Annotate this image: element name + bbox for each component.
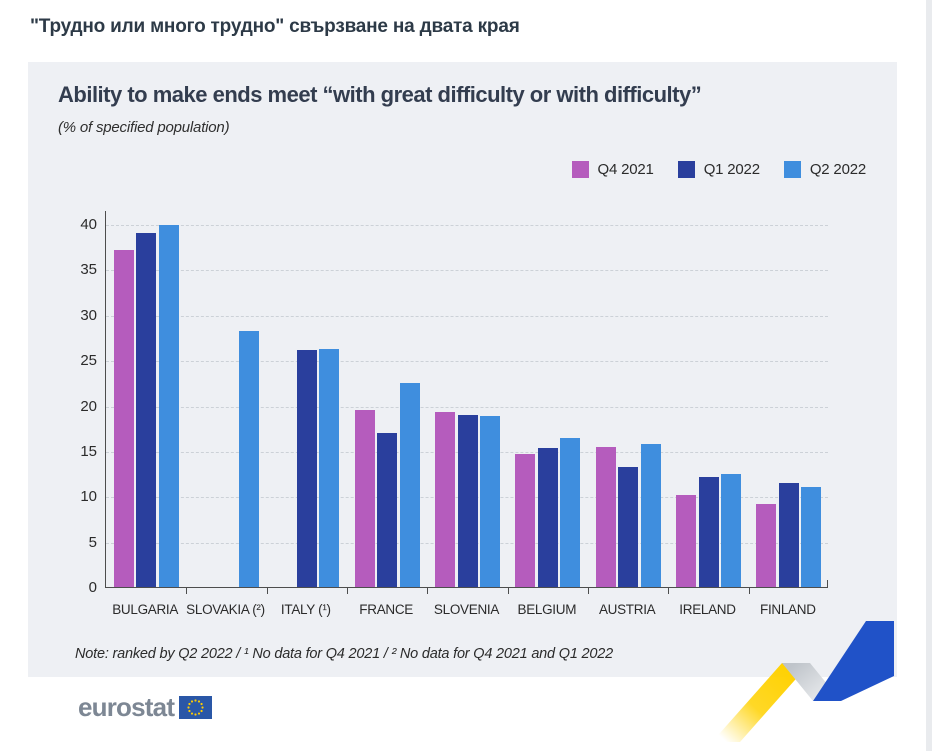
gridline-25 bbox=[106, 361, 828, 363]
bar-belgium-q1-2022 bbox=[537, 448, 558, 587]
plot-area bbox=[105, 211, 828, 594]
x-axis-tick bbox=[507, 587, 509, 594]
x-axis-tick bbox=[748, 587, 750, 594]
x-axis-tick bbox=[266, 587, 268, 594]
chart-note: Note: ranked by Q2 2022 / ¹ No data for … bbox=[75, 646, 613, 662]
bar-finland-q1-2022 bbox=[778, 482, 799, 587]
y-tick-label-20: 20 bbox=[80, 397, 97, 415]
chart-legend: Q4 2021 Q1 2022 Q2 2022 bbox=[548, 161, 866, 178]
legend-label: Q4 2021 bbox=[597, 161, 654, 178]
x-axis-labels: BULGARIA SLOVAKIA (²) ITALY (¹) FRANCE SLOVE… bbox=[105, 602, 828, 624]
bar-austria-q1-2022 bbox=[618, 467, 639, 587]
category-label-italy: ITALY (¹) bbox=[280, 602, 331, 617]
bar-slovenia-q1-2022 bbox=[457, 415, 478, 587]
bar-austria-q2-2022 bbox=[640, 443, 661, 587]
category-label-austria: AUSTRIA bbox=[598, 602, 656, 617]
page-heading: "Трудно или много трудно" свързване на д… bbox=[30, 16, 520, 37]
x-axis-tick bbox=[186, 587, 188, 594]
legend-item-q2-2022: Q2 2022 bbox=[783, 161, 866, 178]
category-label-finland: FINLAND bbox=[759, 602, 816, 617]
legend-swatch-icon bbox=[571, 161, 589, 178]
category-label-france: FRANCE bbox=[359, 602, 414, 617]
chart-title: Ability to make ends meet “with great di… bbox=[58, 82, 702, 107]
bar-austria-q4-2021 bbox=[595, 447, 616, 587]
bar-italy-q1-2022 bbox=[296, 350, 317, 587]
scrollbar-track[interactable] bbox=[926, 0, 932, 751]
legend-item-q4-2021: Q4 2021 bbox=[571, 161, 654, 178]
gridline-35 bbox=[106, 270, 828, 272]
legend-label: Q2 2022 bbox=[809, 161, 866, 178]
bar-france-q4-2021 bbox=[354, 410, 375, 587]
legend-item-q1-2022: Q1 2022 bbox=[677, 161, 760, 178]
y-tick-label-5: 5 bbox=[88, 533, 97, 551]
bar-slovakia-q2-2022 bbox=[238, 331, 259, 587]
bar-belgium-q4-2021 bbox=[515, 453, 536, 587]
x-axis-tick bbox=[588, 587, 589, 594]
bar-slovenia-q4-2021 bbox=[435, 411, 456, 587]
legend-label: Q1 2022 bbox=[703, 161, 760, 178]
y-tick-label-35: 35 bbox=[80, 261, 97, 279]
bar-italy-q2-2022 bbox=[319, 349, 340, 587]
gridline-30 bbox=[106, 315, 828, 317]
y-tick-label-0: 0 bbox=[88, 579, 97, 596]
bar-ireland-q2-2022 bbox=[720, 473, 741, 587]
bar-finland-q2-2022 bbox=[801, 487, 822, 587]
x-axis-end-tick bbox=[827, 580, 828, 587]
bar-france-q1-2022 bbox=[377, 432, 398, 587]
y-axis-labels: 0 5 10 15 20 25 30 35 40 bbox=[28, 211, 97, 596]
bar-bulgaria-q2-2022 bbox=[158, 224, 179, 587]
chart-card: Ability to make ends meet “with great di… bbox=[28, 62, 897, 677]
bar-france-q2-2022 bbox=[399, 382, 420, 587]
category-label-ireland: IRELAND bbox=[679, 602, 736, 617]
bar-ireland-q4-2021 bbox=[676, 495, 697, 587]
gridline-40 bbox=[106, 225, 828, 226]
gridline-20 bbox=[106, 406, 828, 408]
x-axis-tick bbox=[427, 587, 429, 594]
eu-flag-icon bbox=[179, 696, 213, 719]
y-tick-label-10: 10 bbox=[80, 488, 97, 506]
bar-bulgaria-q1-2022 bbox=[136, 233, 157, 587]
y-tick-label-25: 25 bbox=[80, 352, 97, 370]
chart-subtitle: (% of specified population) bbox=[58, 119, 230, 136]
eurostat-logo-text: eurostat bbox=[78, 692, 175, 722]
x-axis-tick bbox=[668, 587, 670, 594]
x-axis-tick bbox=[347, 587, 348, 594]
y-tick-label-40: 40 bbox=[80, 216, 97, 233]
bar-ireland-q1-2022 bbox=[698, 477, 719, 587]
legend-swatch-icon bbox=[783, 161, 801, 178]
bar-belgium-q2-2022 bbox=[560, 438, 581, 587]
category-label-bulgaria: BULGARIA bbox=[112, 602, 179, 617]
bar-slovenia-q2-2022 bbox=[479, 416, 500, 587]
y-tick-label-30: 30 bbox=[80, 306, 97, 324]
eurostat-logo: eurostat bbox=[78, 692, 213, 723]
category-label-slovakia: SLOVAKIA (²) bbox=[186, 602, 265, 617]
category-label-slovenia: SLOVENIA bbox=[433, 602, 500, 617]
y-tick-label-15: 15 bbox=[80, 442, 97, 460]
legend-swatch-icon bbox=[677, 161, 695, 178]
bar-bulgaria-q4-2021 bbox=[113, 250, 134, 587]
category-label-belgium: BELGIUM bbox=[517, 602, 577, 617]
bar-finland-q4-2021 bbox=[756, 503, 777, 587]
